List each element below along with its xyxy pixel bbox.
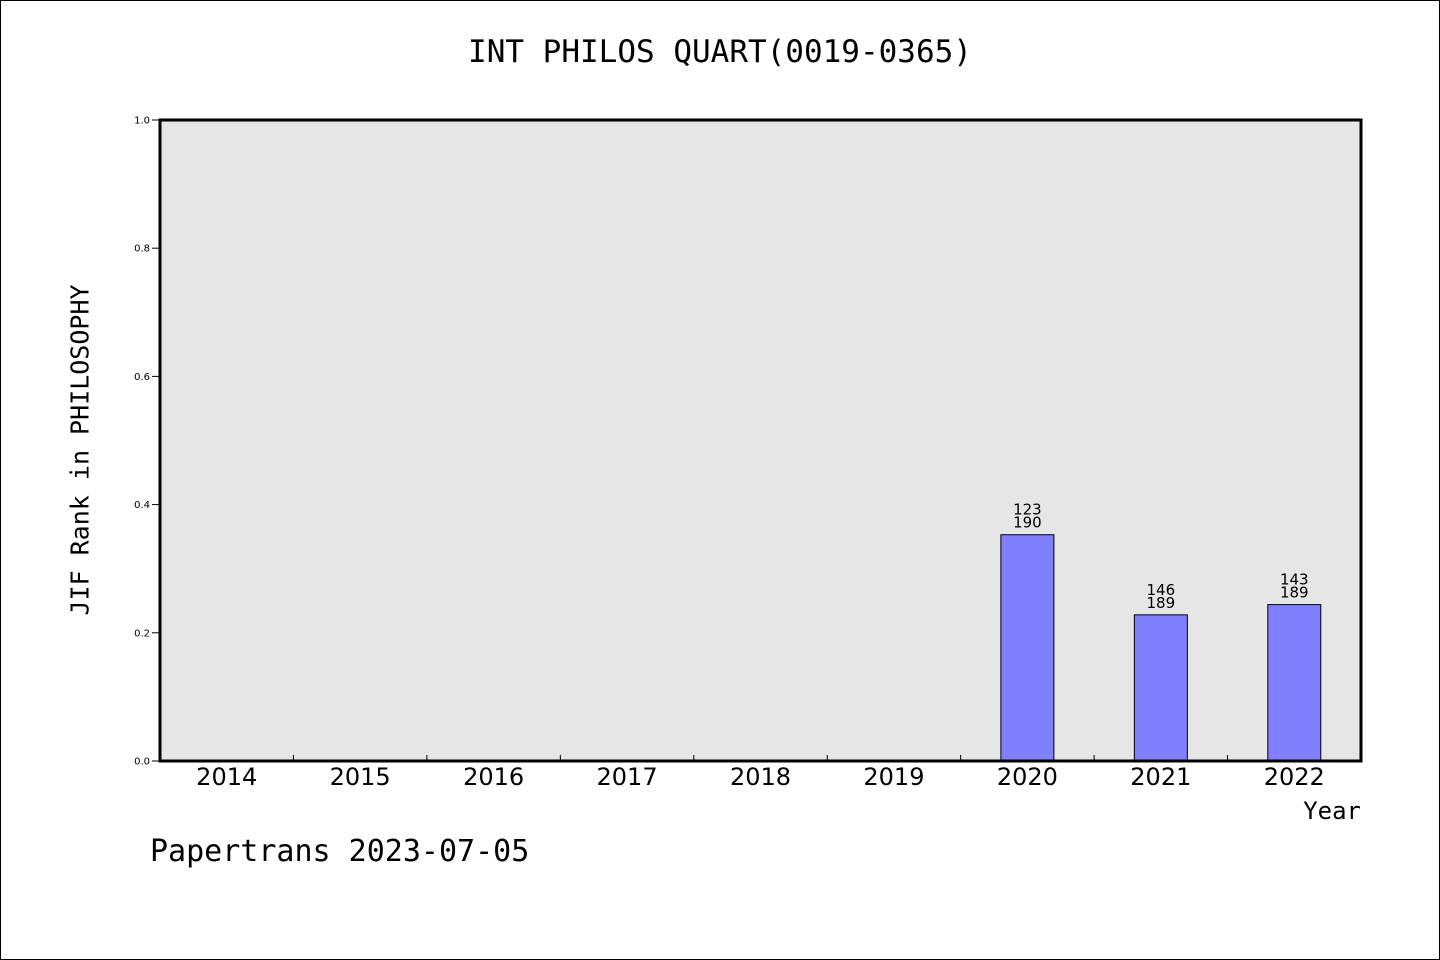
x-tick-label: 2019 [863, 763, 924, 791]
x-tick-label: 2020 [997, 763, 1058, 791]
bar-2020 [1000, 534, 1055, 762]
y-tick-label: 0.6 [134, 372, 150, 383]
chart-title: INT PHILOS QUART(0019-0365) [468, 34, 972, 70]
y-tick-label: 0.2 [134, 628, 150, 639]
y-tick-label: 0.0 [134, 757, 150, 768]
x-tick-label: 2022 [1264, 763, 1325, 791]
x-tick-label: 2016 [463, 763, 524, 791]
bar-total-label: 190 [1013, 514, 1042, 532]
y-tick-label: 1.0 [134, 116, 150, 127]
bar-rank-label: 146 [1147, 581, 1176, 599]
plot-border [158, 118, 1363, 763]
bar-2021 [1133, 614, 1188, 762]
bar-total-label: 189 [1147, 594, 1176, 612]
x-tick-label: 2017 [597, 763, 658, 791]
x-tick-label: 2021 [1130, 763, 1191, 791]
bar-total-label: 189 [1280, 584, 1309, 602]
bar-rank-label: 123 [1013, 501, 1042, 519]
y-tick-label: 0.4 [134, 500, 150, 511]
x-tick-label: 2018 [730, 763, 791, 791]
x-axis-label: Year [1303, 797, 1361, 825]
bar-2022 [1267, 604, 1322, 762]
bar-rank-label: 143 [1280, 571, 1309, 589]
footer-credit: Papertrans 2023-07-05 [150, 834, 530, 869]
y-tick-label: 0.8 [134, 244, 150, 255]
x-tick-label: 2015 [330, 763, 391, 791]
x-tick-label: 2014 [196, 763, 257, 791]
